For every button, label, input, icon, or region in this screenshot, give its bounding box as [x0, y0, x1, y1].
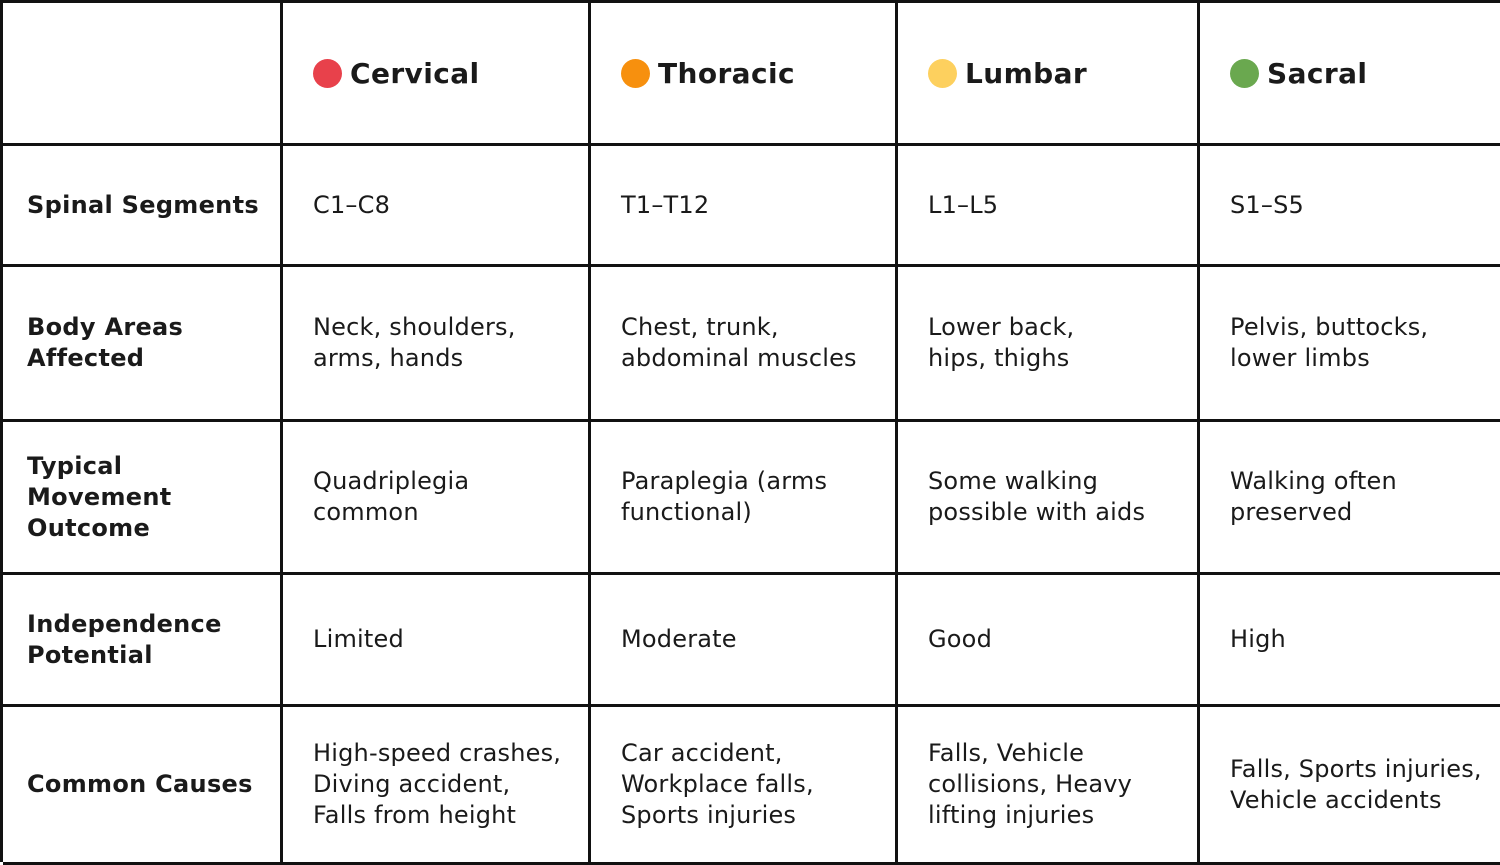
column-header-lumbar: Lumbar — [898, 3, 1200, 146]
cell-cervical-independence: Limited — [283, 575, 591, 707]
cell-lumbar-movement-outcome: Some walking possible with aids — [898, 422, 1200, 575]
column-header-label: Thoracic — [658, 56, 795, 90]
lumbar-color-dot-icon — [928, 58, 957, 88]
row-header-body-areas-affected: Body Areas Affected — [3, 267, 283, 422]
cell-sacral-common-causes: Falls, Sports injuries, Vehicle accident… — [1200, 707, 1500, 865]
cell-sacral-body-areas: Pelvis, buttocks, lower limbs — [1200, 267, 1500, 422]
cell-sacral-spinal-segments: S1–S5 — [1200, 146, 1500, 267]
cell-thoracic-spinal-segments: T1–T12 — [591, 146, 898, 267]
cell-sacral-independence: High — [1200, 575, 1500, 707]
column-header-thoracic: Thoracic — [591, 3, 898, 146]
cell-thoracic-common-causes: Car accident, Workplace falls, Sports in… — [591, 707, 898, 865]
cell-cervical-common-causes: High-speed crashes, Diving accident, Fal… — [283, 707, 591, 865]
row-header-typical-movement-outcome: Typical Movement Outcome — [3, 422, 283, 575]
cell-cervical-spinal-segments: C1–C8 — [283, 146, 591, 267]
cell-thoracic-independence: Moderate — [591, 575, 898, 707]
cell-lumbar-body-areas: Lower back, hips, thighs — [898, 267, 1200, 422]
cell-cervical-movement-outcome: Quadriplegia common — [283, 422, 591, 575]
row-header-common-causes: Common Causes — [3, 707, 283, 865]
column-header-sacral: Sacral — [1200, 3, 1500, 146]
column-header-label: Lumbar — [965, 56, 1088, 90]
thoracic-color-dot-icon — [621, 58, 650, 88]
column-header-label: Cervical — [350, 56, 480, 90]
cell-thoracic-body-areas: Chest, trunk, abdominal muscles — [591, 267, 898, 422]
cell-thoracic-movement-outcome: Paraplegia (arms functional) — [591, 422, 898, 575]
row-header-independence-potential: Independence Potential — [3, 575, 283, 707]
row-header-spinal-segments: Spinal Segments — [3, 146, 283, 267]
cell-cervical-body-areas: Neck, shoulders, arms, hands — [283, 267, 591, 422]
cervical-color-dot-icon — [313, 58, 342, 88]
column-header-cervical: Cervical — [283, 3, 591, 146]
header-corner-cell — [3, 3, 283, 146]
sacral-color-dot-icon — [1230, 58, 1259, 88]
cell-lumbar-common-causes: Falls, Vehicle collisions, Heavy lifting… — [898, 707, 1200, 865]
cell-sacral-movement-outcome: Walking often preserved — [1200, 422, 1500, 575]
cell-lumbar-independence: Good — [898, 575, 1200, 707]
cell-lumbar-spinal-segments: L1–L5 — [898, 146, 1200, 267]
column-header-label: Sacral — [1267, 56, 1368, 90]
